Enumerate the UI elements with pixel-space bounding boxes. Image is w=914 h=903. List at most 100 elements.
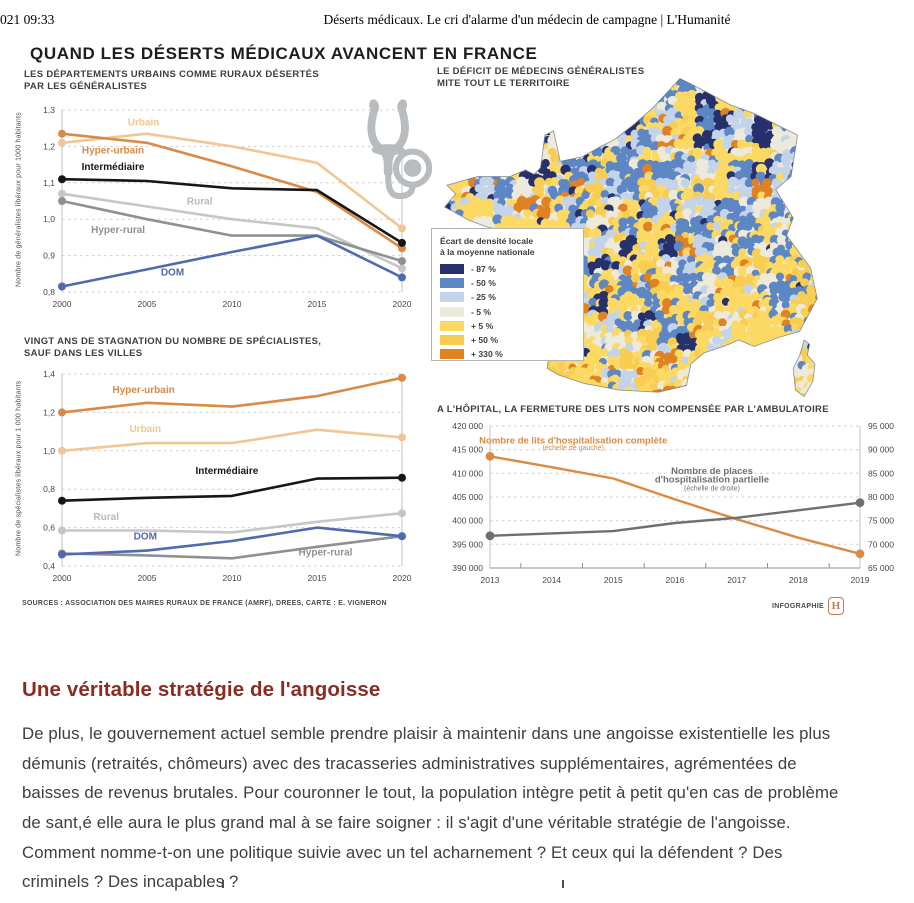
svg-text:2020: 2020 — [393, 573, 412, 583]
svg-text:2014: 2014 — [542, 575, 561, 585]
svg-text:2010: 2010 — [223, 573, 242, 583]
svg-text:420 000: 420 000 — [452, 421, 483, 431]
svg-text:1,4: 1,4 — [43, 369, 55, 379]
legend-item: - 50 % — [440, 276, 575, 290]
humanite-logo-icon: H — [827, 597, 844, 615]
print-title: Déserts médicaux. Le cri d'alarme d'un m… — [323, 12, 731, 27]
svg-text:0,8: 0,8 — [43, 484, 55, 494]
svg-text:1,2: 1,2 — [43, 141, 55, 151]
svg-text:Hyper-urbain: Hyper-urbain — [112, 385, 174, 396]
legend-item: + 50 % — [440, 333, 575, 347]
svg-text:1,3: 1,3 — [43, 105, 55, 115]
legend-label: + 5 % — [471, 320, 494, 331]
svg-text:2010: 2010 — [223, 299, 242, 309]
svg-text:(échelle de droite): (échelle de droite) — [684, 485, 740, 492]
svg-text:2019: 2019 — [851, 575, 870, 585]
svg-text:1,1: 1,1 — [43, 178, 55, 188]
svg-text:Intermédiaire: Intermédiaire — [195, 466, 258, 477]
print-header: 021 09:33 Déserts médicaux. Le cri d'ala… — [0, 12, 914, 32]
svg-text:Intermédiaire: Intermédiaire — [82, 162, 145, 173]
legend-swatch — [440, 292, 464, 303]
map-legend-title: Écart de densité locale à la moyenne nati… — [440, 236, 535, 257]
infographic-title: QUAND LES DÉSERTS MÉDICAUX AVANCENT EN F… — [30, 44, 538, 63]
svg-text:Rural: Rural — [93, 512, 119, 523]
credit-label: INFOGRAPHIE — [772, 602, 824, 610]
svg-text:65 000: 65 000 — [868, 563, 894, 573]
svg-text:2017: 2017 — [727, 575, 746, 585]
print-timestamp: 021 09:33 — [0, 12, 55, 27]
legend-label: - 25 % — [471, 292, 496, 303]
crop-mark — [222, 880, 224, 888]
hopital-chart: 390 000 395 000 400 000 405 000 410 000 415 0… — [452, 421, 894, 585]
legend-label: - 5 % — [471, 306, 492, 317]
infographic-credit: INFOGRAPHIE H — [772, 597, 844, 615]
svg-text:90 000: 90 000 — [868, 445, 894, 455]
legend-label: - 87 % — [471, 264, 496, 275]
specialistes-chart: 0,4 0,6 0,8 1,0 1,2 1,4 2000 2005 2010 2015 2020 Hy… — [43, 369, 412, 583]
svg-text:DOM: DOM — [161, 268, 184, 279]
svg-text:2013: 2013 — [481, 575, 500, 585]
map-title: LE DÉFICIT DE MÉDECINS GÉNÉRALISTES MITE … — [437, 66, 645, 89]
svg-text:d'hospitalisation partielle: d'hospitalisation partielle — [655, 474, 769, 485]
svg-text:0,6: 0,6 — [43, 523, 55, 533]
svg-text:Nombre de places: Nombre de places — [671, 466, 753, 477]
svg-text:Hyper-rural: Hyper-rural — [91, 225, 145, 236]
svg-text:1,2: 1,2 — [43, 407, 55, 417]
svg-text:395 000: 395 000 — [452, 539, 483, 549]
svg-text:85 000: 85 000 — [868, 468, 894, 478]
generalistes-chart-title: LES DÉPARTEMENTS URBAINS COMME RURAUX DÉ… — [24, 69, 319, 92]
svg-text:2015: 2015 — [604, 575, 623, 585]
legend-swatch — [440, 335, 464, 346]
legend-swatch — [440, 278, 464, 289]
svg-text:1,0: 1,0 — [43, 214, 55, 224]
legend-item: + 330 % — [440, 347, 575, 361]
svg-text:2018: 2018 — [789, 575, 808, 585]
svg-text:Rural: Rural — [187, 197, 213, 208]
svg-text:2016: 2016 — [666, 575, 685, 585]
svg-text:2000: 2000 — [53, 299, 72, 309]
svg-text:(échelle de gauche): (échelle de gauche) — [542, 445, 604, 452]
svg-text:410 000: 410 000 — [452, 468, 483, 478]
map-legend: Écart de densité locale à la moyenne nati… — [431, 228, 584, 361]
svg-text:390 000: 390 000 — [452, 563, 483, 573]
legend-swatch — [440, 264, 464, 275]
svg-text:0,9: 0,9 — [43, 251, 55, 261]
specialistes-chart-title: VINGT ANS DE STAGNATION DU NOMBRE DE SPÉ… — [24, 336, 322, 359]
svg-text:Urbain: Urbain — [129, 424, 161, 435]
svg-text:405 000: 405 000 — [452, 492, 483, 502]
svg-text:DOM: DOM — [134, 532, 157, 543]
legend-label: + 330 % — [471, 349, 503, 360]
svg-text:Hyper-urbain: Hyper-urbain — [82, 146, 144, 157]
sources-text: SOURCES : ASSOCIATION DES MAIRES RURAUX … — [22, 600, 387, 607]
svg-text:0,8: 0,8 — [43, 287, 55, 297]
svg-text:2000: 2000 — [53, 573, 72, 583]
legend-label: + 50 % — [471, 335, 498, 346]
article-heading: Une véritable stratégie de l'angoisse — [22, 678, 381, 701]
hopital-chart-title: A L'HÔPITAL, LA FERMETURE DES LITS NON C… — [437, 404, 829, 415]
legend-item: + 5 % — [440, 319, 575, 333]
stethoscope-icon — [367, 99, 433, 200]
legend-swatch — [440, 320, 464, 331]
svg-text:2015: 2015 — [308, 299, 327, 309]
svg-text:2005: 2005 — [138, 573, 157, 583]
legend-swatch — [440, 306, 464, 317]
legend-label: - 50 % — [471, 278, 496, 289]
svg-text:1,0: 1,0 — [43, 446, 55, 456]
generalistes-chart: 0,8 0,9 1,0 1,1 1,2 1,3 2000 2005 2010 2015 2020 Ur… — [43, 105, 412, 309]
svg-text:2015: 2015 — [308, 573, 327, 583]
svg-text:80 000: 80 000 — [868, 492, 894, 502]
legend-item: - 25 % — [440, 290, 575, 304]
svg-text:95 000: 95 000 — [868, 421, 894, 431]
svg-text:0,4: 0,4 — [43, 561, 55, 571]
svg-text:75 000: 75 000 — [868, 516, 894, 526]
legend-item: - 87 % — [440, 262, 575, 276]
svg-text:2020: 2020 — [393, 299, 412, 309]
svg-text:Urbain: Urbain — [128, 117, 160, 128]
svg-text:415 000: 415 000 — [452, 445, 483, 455]
svg-text:Hyper-rural: Hyper-rural — [299, 547, 353, 558]
legend-item: - 5 % — [440, 305, 575, 319]
svg-text:2005: 2005 — [138, 299, 157, 309]
svg-text:Nombre de lits d'hospitalisati: Nombre de lits d'hospitalisation complèt… — [479, 436, 667, 447]
article-paragraph: De plus, le gouvernement actuel semble p… — [22, 723, 839, 892]
map-legend-items: - 87 % - 50 % - 25 % - 5 % + 5 % + 50 % + 330 … — [440, 262, 575, 361]
